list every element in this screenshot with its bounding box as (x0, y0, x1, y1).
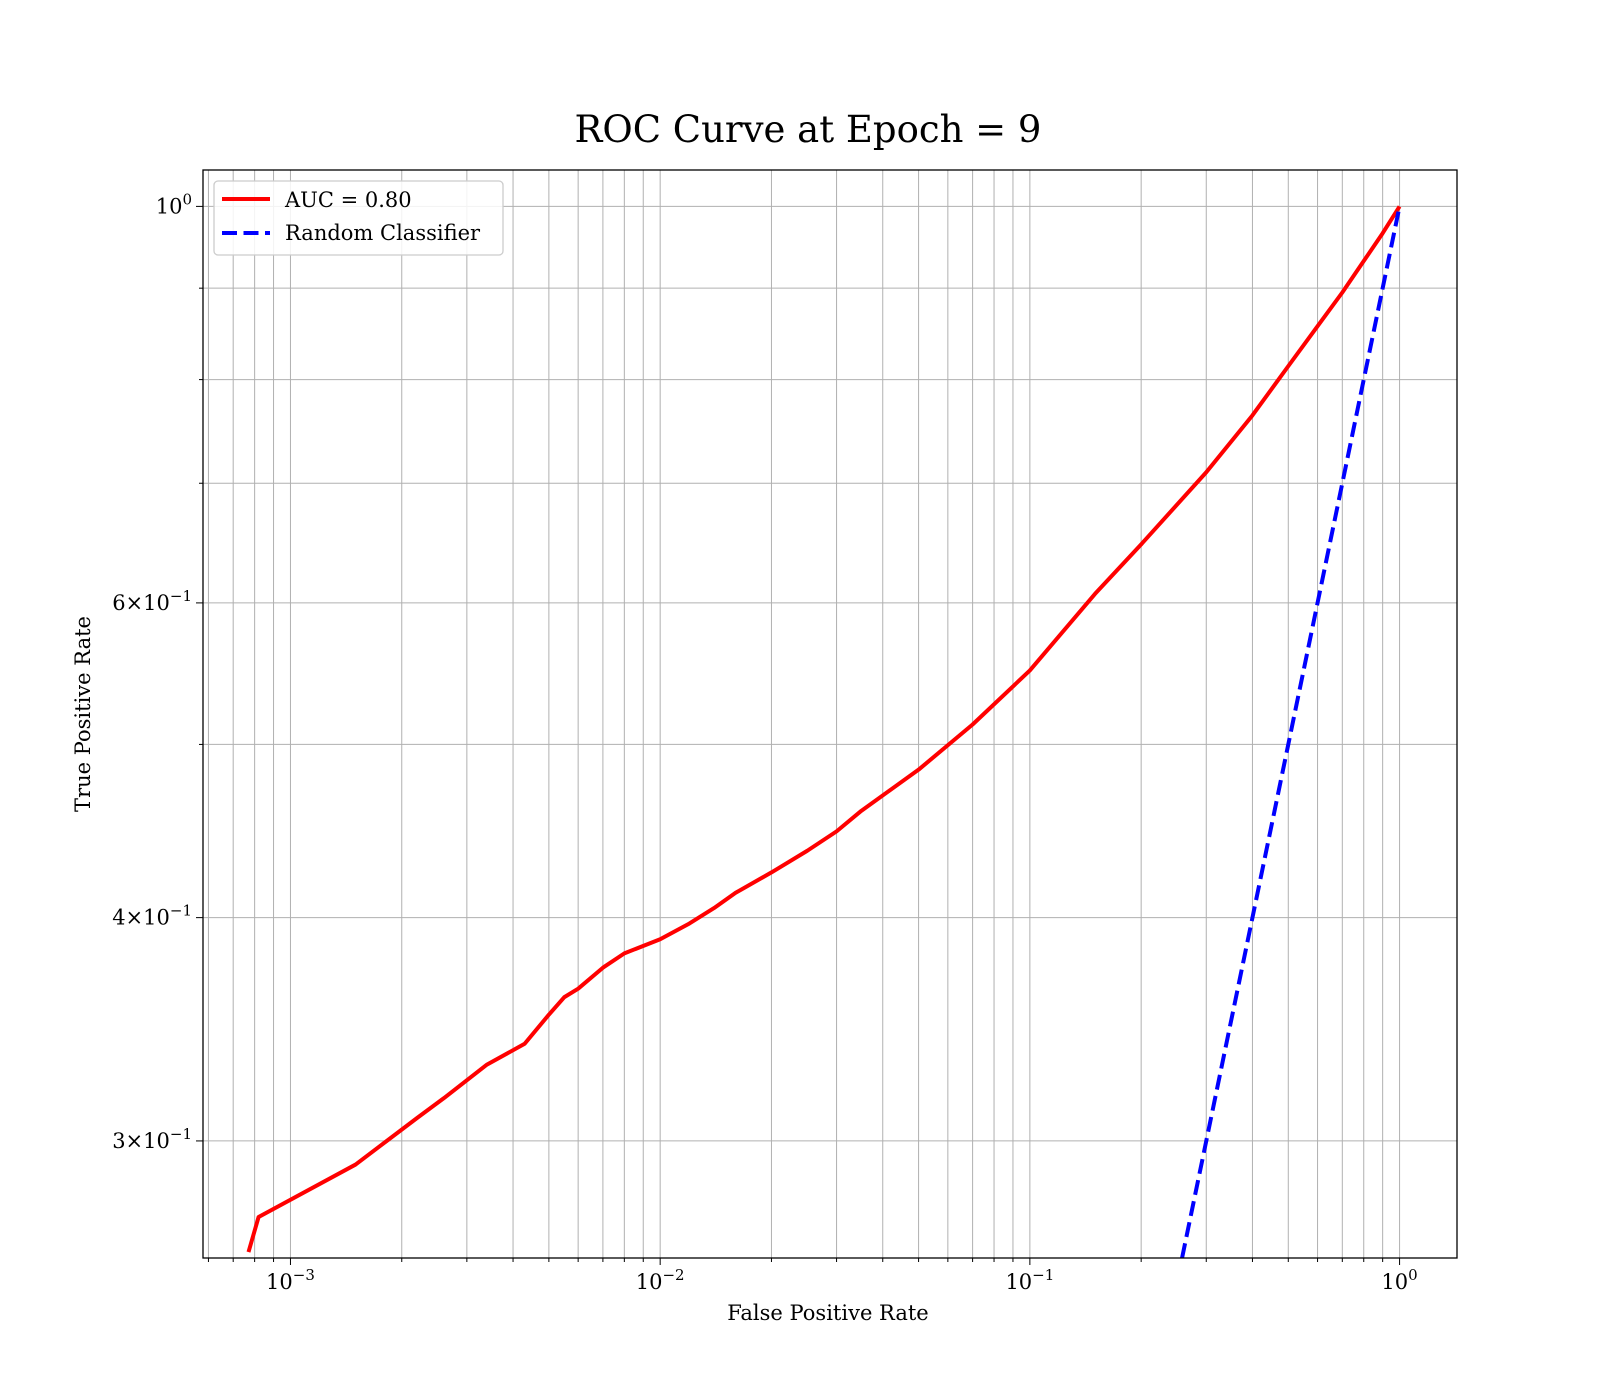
random-classifier-line (1180, 205, 1402, 1258)
series-group (246, 205, 1402, 1258)
chart-title: ROC Curve at Epoch = 9 (575, 108, 1042, 151)
grid (203, 170, 1457, 1258)
y-tick-label: 3×10−1 (112, 1125, 192, 1153)
legend: AUC = 0.80 Random Classifier (213, 180, 504, 256)
roc-curve-line (246, 205, 1402, 1253)
legend-frame (213, 180, 504, 256)
legend-label-roc: AUC = 0.80 (284, 188, 412, 212)
y-tick-label: 6×10−1 (112, 587, 192, 615)
legend-label-random: Random Classifier (285, 221, 481, 245)
y-axis-label: True Positive Rate (71, 616, 95, 812)
x-tick-label: 10−1 (1005, 1266, 1054, 1294)
y-tick-label: 100 (156, 190, 192, 218)
x-tick-label: 100 (1381, 1266, 1417, 1294)
x-tick-label: 10−3 (266, 1266, 315, 1294)
plot-area-frame (202, 169, 1458, 1259)
y-tick-label: 4×10−1 (112, 902, 192, 930)
x-tick-label: 10−2 (636, 1266, 685, 1294)
axis-ticks: 10−3 10−2 10−1 100 100 6×10−1 4×10−1 3×10−1 (112, 190, 1418, 1294)
x-axis-label: False Positive Rate (727, 1301, 928, 1325)
